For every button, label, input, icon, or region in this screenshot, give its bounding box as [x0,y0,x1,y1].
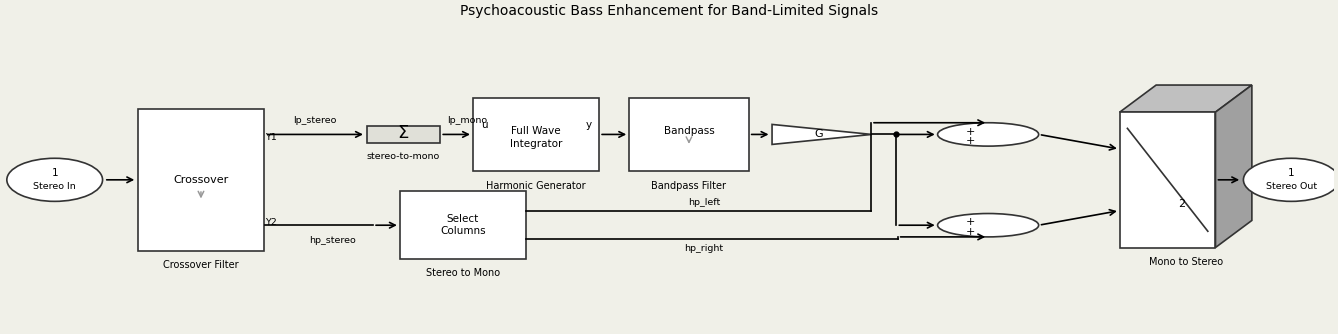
Text: lp_stereo: lp_stereo [293,116,337,125]
Text: +: + [966,227,975,237]
Polygon shape [1215,85,1252,247]
Text: hp_right: hp_right [684,244,724,253]
Text: Integrator: Integrator [510,139,562,149]
FancyBboxPatch shape [367,126,440,143]
Text: 1: 1 [1288,168,1295,178]
Text: Y2: Y2 [265,218,277,227]
Text: hp_stereo: hp_stereo [309,236,356,245]
Text: Harmonic Generator: Harmonic Generator [486,181,586,191]
Ellipse shape [1243,158,1338,201]
Text: Select
Columns: Select Columns [440,214,486,236]
Text: +: + [966,127,975,137]
Text: Crossover Filter: Crossover Filter [163,260,238,270]
FancyBboxPatch shape [138,109,264,250]
Text: stereo-to-mono: stereo-to-mono [367,152,440,161]
Text: Bandpass Filter: Bandpass Filter [652,181,727,191]
Text: Crossover: Crossover [174,175,229,185]
Text: 2: 2 [1179,199,1185,209]
Text: u: u [480,120,487,130]
Text: Stereo In: Stereo In [33,182,76,191]
Text: Bandpass: Bandpass [664,126,714,136]
Text: G: G [815,130,823,139]
Text: Σ: Σ [397,124,408,142]
Polygon shape [1120,85,1252,112]
FancyBboxPatch shape [1120,112,1215,247]
Text: +: + [966,137,975,146]
Text: Stereo Out: Stereo Out [1266,182,1317,191]
Title: Psychoacoustic Bass Enhancement for Band-Limited Signals: Psychoacoustic Bass Enhancement for Band… [460,4,878,18]
Text: y: y [586,120,591,130]
Text: Mono to Stereo: Mono to Stereo [1149,257,1223,267]
FancyBboxPatch shape [400,191,526,259]
FancyBboxPatch shape [472,98,599,171]
Text: 1: 1 [51,168,58,178]
Circle shape [938,213,1038,237]
Polygon shape [772,125,872,144]
Text: +: + [966,217,975,227]
Text: lp_mono: lp_mono [447,116,487,125]
Text: Stereo to Mono: Stereo to Mono [425,268,500,278]
Circle shape [938,123,1038,146]
Text: Y1: Y1 [265,133,277,142]
Text: hp_left: hp_left [688,198,720,207]
FancyBboxPatch shape [629,98,749,171]
Text: Full Wave: Full Wave [511,126,561,136]
Ellipse shape [7,158,103,201]
